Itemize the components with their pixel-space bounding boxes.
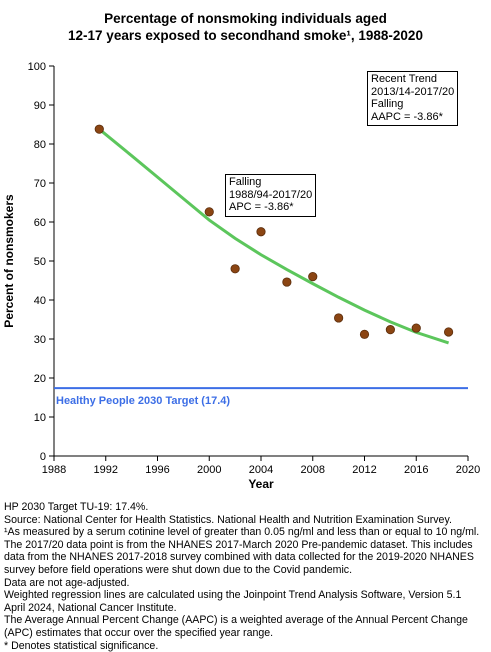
footnote-line: survey before field operations were shut… <box>4 563 353 576</box>
data-points <box>94 124 454 339</box>
data-point <box>334 313 344 323</box>
y-tick-label: 70 <box>34 178 46 190</box>
y-axis-ticks: 0 10 20 30 40 50 60 70 80 90 100 <box>28 61 54 463</box>
x-tick-label: 2008 <box>301 464 325 476</box>
footnote-line: data from the NHANES 2017-2018 survey co… <box>4 551 474 564</box>
footnote-line: April 2024, National Cancer Institute. <box>4 601 177 614</box>
x-tick-label: 2000 <box>197 464 221 476</box>
data-point <box>359 329 370 339</box>
target-label: Healthy People 2030 Target (17.4) <box>56 395 230 407</box>
x-tick-label: 2012 <box>352 464 376 476</box>
data-point <box>385 325 395 335</box>
data-point <box>411 323 421 333</box>
footnotes: HP 2030 Target TU-19: 17.4%. Source: Nat… <box>4 501 488 652</box>
x-tick-label: 2020 <box>456 464 480 476</box>
footnote-line: ¹As measured by a serum cotinine level o… <box>4 526 480 539</box>
annotation-recent-line-1: Recent Trend <box>371 73 438 85</box>
data-point <box>256 227 266 237</box>
annotation-recent-line-2: 2013/14-2017/20 <box>371 85 455 98</box>
y-tick-label: 80 <box>34 139 46 151</box>
y-tick-label: 0 <box>40 451 46 463</box>
y-tick-label: 20 <box>34 373 46 385</box>
y-tick-label: 50 <box>34 256 46 268</box>
y-tick-label: 60 <box>34 217 46 229</box>
data-point <box>282 277 292 287</box>
trend-line <box>98 128 450 345</box>
data-point <box>308 271 318 282</box>
y-axis-label: Percent of nonsmokers <box>2 194 16 328</box>
x-axis-ticks: 1988 1992 1996 2000 2004 2008 2012 2016 2020 <box>42 456 480 476</box>
x-tick-label: 2004 <box>249 464 273 476</box>
annotation-apc-line-1: Falling <box>229 176 262 188</box>
y-tick-label: 40 <box>34 295 46 307</box>
data-point <box>443 327 454 337</box>
data-point <box>230 264 240 274</box>
data-point <box>94 124 104 134</box>
annotation-apc-line-3: APC = -3.86* <box>229 201 294 213</box>
chart-title: Percentage of nonsmoking individuals age… <box>0 10 491 44</box>
data-point <box>204 207 214 217</box>
annotation-apc-line-2: 1988/94-2017/20 <box>229 188 313 201</box>
annotation-recent-line-4: AAPC = -3.86* <box>371 110 443 123</box>
x-tick-label: 1988 <box>42 464 66 476</box>
annotation-recent-trend: Recent Trend 2013/14-2017/20 Falling AAP… <box>367 71 459 126</box>
x-tick-label: 1996 <box>145 464 169 476</box>
annotation-apc: Falling 1988/94-2017/20 APC = -3.86* <box>225 174 317 217</box>
footnote-line: (APC) estimates that occur over the spec… <box>4 626 274 639</box>
y-tick-label: 100 <box>28 61 46 73</box>
footnote-line: Source: National Center for Health Stati… <box>4 513 452 526</box>
x-tick-label: 2016 <box>404 464 428 476</box>
footnote-line: Weighted regression lines are calculated… <box>4 589 462 602</box>
footnote-line: The 2017/20 data point is from the NHANE… <box>4 538 473 551</box>
footnote-line: HP 2030 Target TU-19: 17.4%. <box>4 501 149 513</box>
chart-title-line-2: 12-17 years exposed to secondhand smoke¹… <box>68 28 423 43</box>
chart: 1988 1992 1996 2000 2004 2008 2012 2016 2020 0 10… <box>2 61 480 491</box>
chart-title-line-1: Percentage of nonsmoking individuals age… <box>104 11 387 26</box>
y-tick-label: 90 <box>34 100 46 112</box>
x-axis-label: Year <box>248 477 274 491</box>
x-tick-label: 1992 <box>94 464 118 476</box>
y-tick-label: 10 <box>34 412 46 424</box>
annotation-recent-line-3: Falling <box>371 98 404 110</box>
y-tick-label: 30 <box>34 334 46 346</box>
footnote-line: The Average Annual Percent Change (AAPC)… <box>4 614 468 627</box>
footnote-line: Data are not age-adjusted. <box>4 576 130 589</box>
